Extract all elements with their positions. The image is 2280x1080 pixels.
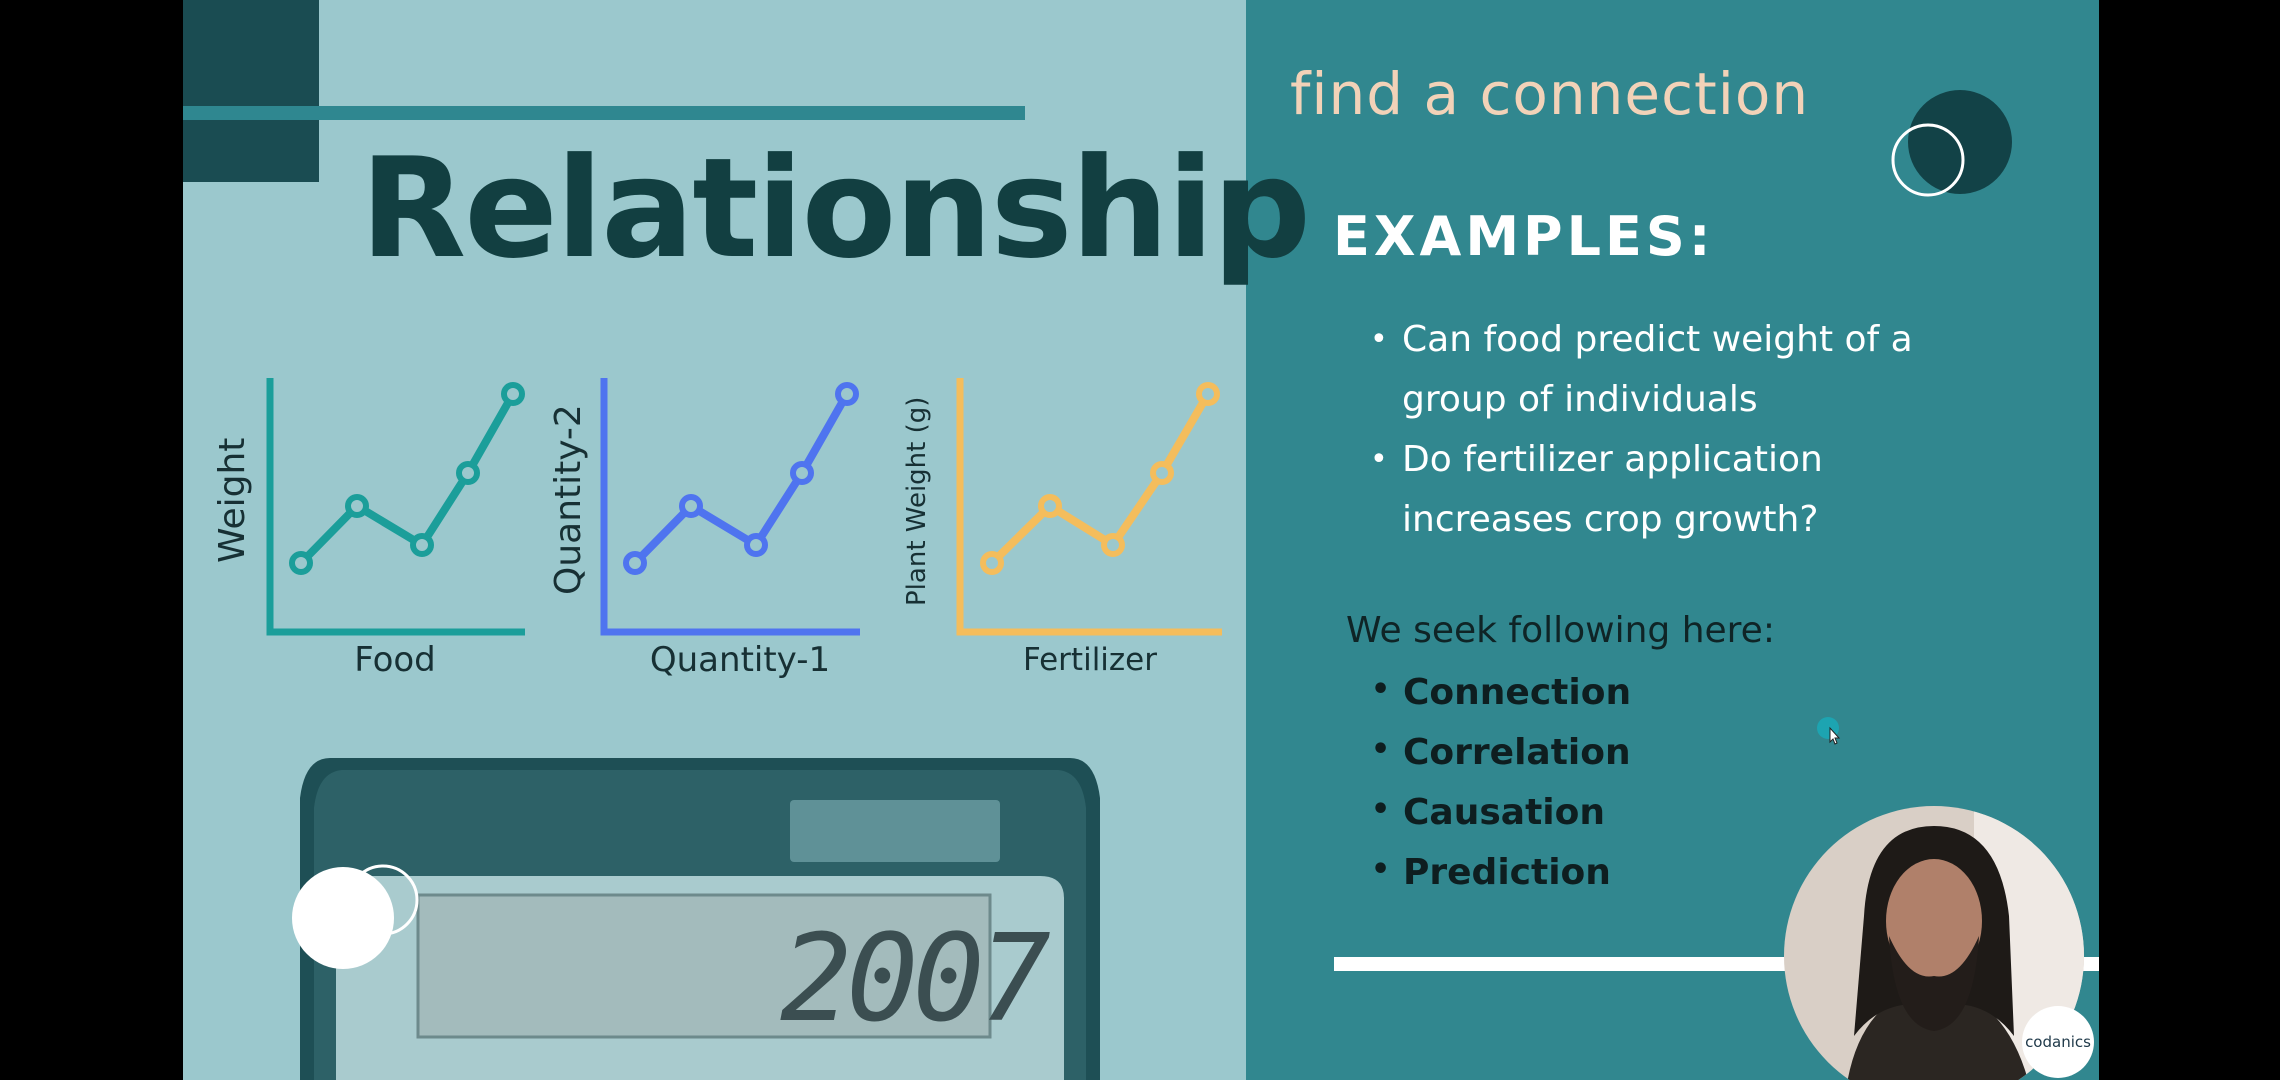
- chart1-xlabel: Food: [354, 640, 436, 680]
- slide-title: Relationship: [360, 128, 1311, 289]
- mouse-cursor-icon: [1817, 717, 1841, 745]
- chart1-ylabel: Weight: [212, 437, 253, 563]
- chart-axes: [600, 378, 860, 636]
- chart-point: [289, 551, 313, 575]
- chart-line: [989, 391, 1212, 566]
- seek-item-label: Correlation: [1403, 732, 1631, 773]
- seek-intro: We seek following here:: [1346, 610, 1775, 651]
- seek-item: • Causation: [1371, 792, 1605, 833]
- example-item: • Can food predict weight of a group of …: [1370, 310, 1913, 430]
- seek-item: • Connection: [1371, 672, 1632, 713]
- chart3-xlabel: Fertilizer: [1022, 642, 1158, 678]
- chart-point: [980, 551, 1004, 575]
- decorative-top-bar: [183, 106, 1025, 120]
- mini-chart-quantity: [600, 378, 860, 636]
- chart-point: [1150, 461, 1174, 485]
- examples-heading: EXAMPLES:: [1333, 205, 1715, 268]
- example-line: increases crop growth?: [1402, 499, 1819, 540]
- bullet: •: [1371, 852, 1391, 887]
- chart-axes: [956, 378, 1222, 636]
- calculator-display-value: 2007: [780, 910, 1051, 1049]
- chart-point: [456, 461, 480, 485]
- calculator-display: [416, 893, 992, 1039]
- chart-line: [632, 392, 851, 566]
- chart2-xlabel: Quantity-1: [649, 640, 831, 680]
- example-line: group of individuals: [1402, 379, 1758, 420]
- chart3-ylabel: Plant Weight (g): [902, 396, 932, 606]
- calculator-image: [300, 758, 1100, 1080]
- decorative-dark-square: [183, 0, 319, 182]
- chart-point: [410, 533, 434, 557]
- chart-point: [623, 551, 647, 575]
- chart-point: [1038, 494, 1062, 518]
- mini-chart-food-weight: [266, 378, 525, 636]
- example-line: Can food predict weight of a: [1402, 319, 1913, 360]
- slide-subtitle: find a connection: [1290, 60, 1810, 128]
- chart-line: [298, 392, 517, 566]
- bullet: •: [1371, 732, 1391, 767]
- chart2-ylabel: Quantity-2: [548, 404, 589, 595]
- bullet: •: [1370, 322, 1388, 357]
- bullet: •: [1371, 792, 1391, 827]
- seek-item-label: Connection: [1403, 672, 1632, 713]
- seek-item-label: Prediction: [1403, 852, 1611, 893]
- bullet: •: [1371, 672, 1391, 707]
- chart-axes: [266, 378, 525, 636]
- example-line: Do fertilizer application: [1402, 439, 1823, 480]
- chart-point: [1101, 533, 1125, 557]
- chart-point: [1196, 382, 1220, 406]
- decorative-circles-left: [292, 864, 419, 969]
- codanics-logo: codanics: [2022, 1006, 2094, 1078]
- bullet: •: [1370, 442, 1388, 477]
- chart-point: [790, 461, 814, 485]
- mini-chart-fertilizer: [956, 378, 1222, 636]
- example-item: • Do fertilizer application increases cr…: [1370, 430, 1823, 550]
- chart-point: [501, 382, 525, 406]
- chart-point: [835, 382, 859, 406]
- chart-point: [345, 494, 369, 518]
- chart-point: [744, 533, 768, 557]
- seek-item: • Correlation: [1371, 732, 1631, 773]
- seek-item: • Prediction: [1371, 852, 1611, 893]
- decorative-circles-right: [1891, 90, 2012, 197]
- seek-item-label: Causation: [1403, 792, 1605, 833]
- chart-point: [679, 494, 703, 518]
